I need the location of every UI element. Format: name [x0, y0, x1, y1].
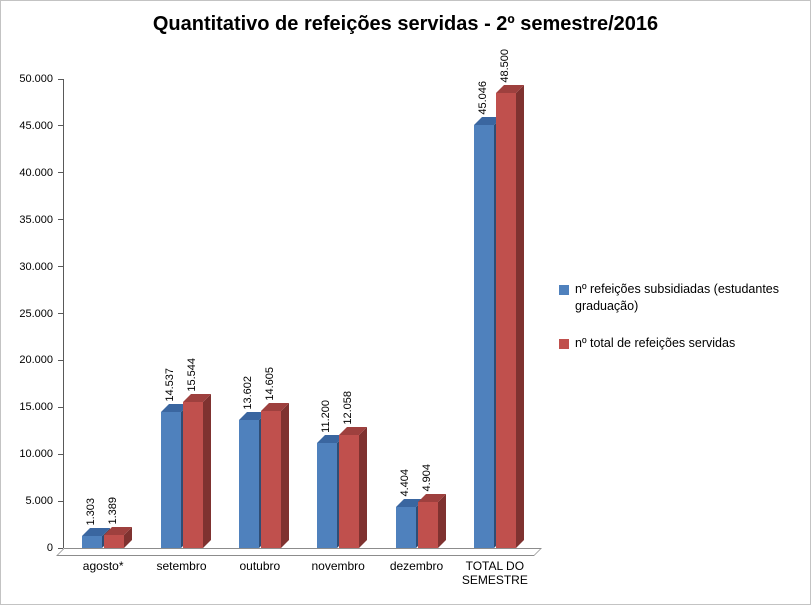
- bar-value-label: 1.389: [107, 497, 119, 525]
- bar-value-label: 15.544: [186, 358, 198, 392]
- bar-front-s1-c2: [261, 411, 281, 548]
- bar-value-label: 11.200: [320, 400, 332, 433]
- bar-value-label: 4.404: [399, 469, 411, 497]
- y-axis-tick: [58, 125, 63, 127]
- x-category-label: setembro: [156, 559, 207, 573]
- bar-value-label: 4.904: [421, 464, 433, 492]
- bar-front-s1-c5: [496, 93, 516, 548]
- bar-front-s1-c1: [183, 402, 203, 548]
- legend-swatch-blue-icon: [559, 285, 569, 295]
- bar-value-label: 45.046: [477, 81, 489, 115]
- bar-front-s0-c3: [317, 443, 337, 548]
- y-axis-label: 5.000: [25, 495, 53, 508]
- y-axis-label: 20.000: [19, 354, 53, 367]
- y-axis-label: 10.000: [19, 448, 53, 461]
- legend-label-subsidiadas: nº refeições subsidiadas (estudantes gra…: [575, 282, 779, 313]
- y-axis-tick: [58, 313, 63, 314]
- y-axis-tick: [58, 266, 63, 268]
- bar-front-s0-c1: [161, 412, 181, 548]
- y-axis-tick: [58, 172, 63, 174]
- bar-side-s1-c4: [438, 494, 446, 548]
- bar-side-s1-c2: [281, 403, 289, 548]
- x-category-label: dezembro: [389, 559, 444, 573]
- y-axis-label: 50.000: [19, 73, 53, 85]
- x-category-label: novembro: [311, 559, 365, 573]
- y-axis-label: 25.000: [19, 307, 53, 320]
- legend-entry-total: nº total de refeições servidas: [559, 335, 805, 352]
- legend: nº refeições subsidiadas (estudantes gra…: [559, 281, 805, 372]
- bar-value-label: 14.537: [164, 368, 176, 402]
- x-category-label: TOTAL DO SEMESTRE: [461, 559, 528, 587]
- bar-front-s0-c4: [396, 507, 416, 548]
- y-axis-label: 0: [46, 542, 53, 554]
- y-axis-tick: [58, 500, 63, 502]
- y-axis-label: 35.000: [19, 213, 53, 226]
- y-axis-label: 15.000: [19, 401, 53, 414]
- x-category-label: agosto*: [82, 559, 124, 573]
- bar-value-label: 14.605: [264, 367, 276, 401]
- y-axis-tick: [58, 453, 63, 455]
- bar-front-s0-c5: [474, 125, 494, 548]
- chart-title: Quantitativo de refeições servidas - 2º …: [152, 13, 659, 35]
- bar-front-s1-c4: [418, 502, 438, 548]
- y-axis-label: 45.000: [19, 119, 53, 132]
- legend-swatch-red-icon: [559, 339, 569, 349]
- chart-floor: [56, 548, 542, 556]
- legend-entry-subsidiadas: nº refeições subsidiadas (estudantes gra…: [559, 281, 805, 315]
- bar-front-s1-c3: [339, 435, 359, 548]
- bar-value-label: 13.602: [242, 376, 254, 410]
- y-axis-tick: [58, 406, 63, 408]
- bar-side-s1-c5: [516, 85, 524, 548]
- y-axis-line: [63, 79, 64, 548]
- y-axis-tick: [58, 359, 63, 361]
- bar-side-s1-c3: [359, 427, 367, 548]
- x-category-label: outubro: [239, 559, 281, 573]
- y-axis-tick: [58, 78, 63, 80]
- bar-front-s0-c2: [239, 420, 259, 548]
- y-axis-label: 40.000: [19, 166, 53, 179]
- bar-front-s1-c0: [104, 535, 124, 548]
- y-axis-tick: [58, 219, 63, 221]
- bar-value-label: 1.303: [85, 498, 97, 526]
- legend-label-total: nº total de refeições servidas: [575, 336, 736, 350]
- y-axis-label: 30.000: [19, 260, 53, 273]
- y-axis-tick: [58, 547, 63, 549]
- bar-front-s0-c0: [82, 536, 102, 548]
- bar-side-s1-c1: [203, 394, 211, 548]
- bar-value-label: 48.500: [499, 49, 511, 83]
- plot-area: 1.303 1.389 14.537 15.544 13.602 14.605 11.200…: [56, 49, 542, 556]
- bar-value-label: 12.058: [342, 391, 354, 425]
